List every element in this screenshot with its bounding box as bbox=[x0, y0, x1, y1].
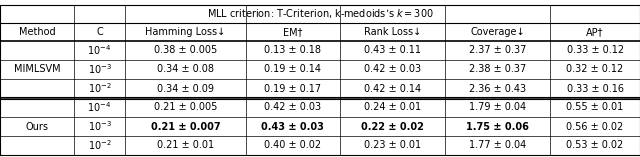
Text: 0.21 ± 0.007: 0.21 ± 0.007 bbox=[150, 122, 220, 132]
Text: 2.36 ± 0.43: 2.36 ± 0.43 bbox=[469, 84, 526, 94]
Text: $10^{-4}$: $10^{-4}$ bbox=[88, 44, 111, 57]
Text: 0.33 ± 0.12: 0.33 ± 0.12 bbox=[566, 46, 624, 56]
Text: 0.23 ± 0.01: 0.23 ± 0.01 bbox=[364, 141, 420, 151]
Text: 0.34 ± 0.09: 0.34 ± 0.09 bbox=[157, 84, 214, 94]
Text: 0.38 ± 0.005: 0.38 ± 0.005 bbox=[154, 46, 217, 56]
Text: 0.40 ± 0.02: 0.40 ± 0.02 bbox=[264, 141, 321, 151]
Text: AP†: AP† bbox=[586, 27, 604, 37]
Text: 0.21 ± 0.01: 0.21 ± 0.01 bbox=[157, 141, 214, 151]
Text: EM†: EM† bbox=[283, 27, 303, 37]
Text: 0.42 ± 0.03: 0.42 ± 0.03 bbox=[364, 65, 420, 75]
Text: 0.42 ± 0.14: 0.42 ± 0.14 bbox=[364, 84, 420, 94]
Text: Method: Method bbox=[19, 27, 56, 37]
Text: 0.34 ± 0.08: 0.34 ± 0.08 bbox=[157, 65, 214, 75]
Text: 0.19 ± 0.17: 0.19 ± 0.17 bbox=[264, 84, 321, 94]
Text: 0.55 ± 0.01: 0.55 ± 0.01 bbox=[566, 103, 624, 113]
Text: Coverage↓: Coverage↓ bbox=[470, 27, 525, 37]
Text: Hamming Loss↓: Hamming Loss↓ bbox=[145, 27, 225, 37]
Text: C: C bbox=[96, 27, 103, 37]
Text: 2.37 ± 0.37: 2.37 ± 0.37 bbox=[469, 46, 526, 56]
Text: 0.19 ± 0.14: 0.19 ± 0.14 bbox=[264, 65, 321, 75]
Text: MIMLSVM: MIMLSVM bbox=[14, 65, 60, 75]
Text: $10^{-2}$: $10^{-2}$ bbox=[88, 139, 111, 152]
Text: Rank Loss↓: Rank Loss↓ bbox=[364, 27, 421, 37]
Text: 0.53 ± 0.02: 0.53 ± 0.02 bbox=[566, 141, 624, 151]
Text: $10^{-3}$: $10^{-3}$ bbox=[88, 63, 111, 76]
Text: MLL criterion: T-Criterion, k-medoids’s $k = 300$: MLL criterion: T-Criterion, k-medoids’s … bbox=[207, 8, 433, 21]
Text: 0.21 ± 0.005: 0.21 ± 0.005 bbox=[154, 103, 217, 113]
Text: $10^{-4}$: $10^{-4}$ bbox=[88, 101, 111, 114]
Text: 0.43 ± 0.03: 0.43 ± 0.03 bbox=[261, 122, 324, 132]
Text: $10^{-2}$: $10^{-2}$ bbox=[88, 82, 111, 95]
Text: 0.56 ± 0.02: 0.56 ± 0.02 bbox=[566, 122, 624, 132]
Text: $10^{-3}$: $10^{-3}$ bbox=[88, 120, 111, 133]
Text: 0.32 ± 0.12: 0.32 ± 0.12 bbox=[566, 65, 624, 75]
Text: 1.77 ± 0.04: 1.77 ± 0.04 bbox=[469, 141, 526, 151]
Text: 0.42 ± 0.03: 0.42 ± 0.03 bbox=[264, 103, 321, 113]
Text: 1.75 ± 0.06: 1.75 ± 0.06 bbox=[466, 122, 529, 132]
Text: Ours: Ours bbox=[26, 122, 49, 132]
Text: 0.13 ± 0.18: 0.13 ± 0.18 bbox=[264, 46, 321, 56]
Text: 0.33 ± 0.16: 0.33 ± 0.16 bbox=[566, 84, 623, 94]
Text: 0.43 ± 0.11: 0.43 ± 0.11 bbox=[364, 46, 420, 56]
Text: 0.22 ± 0.02: 0.22 ± 0.02 bbox=[361, 122, 424, 132]
Text: 0.24 ± 0.01: 0.24 ± 0.01 bbox=[364, 103, 420, 113]
Text: 2.38 ± 0.37: 2.38 ± 0.37 bbox=[469, 65, 526, 75]
Text: 1.79 ± 0.04: 1.79 ± 0.04 bbox=[469, 103, 526, 113]
